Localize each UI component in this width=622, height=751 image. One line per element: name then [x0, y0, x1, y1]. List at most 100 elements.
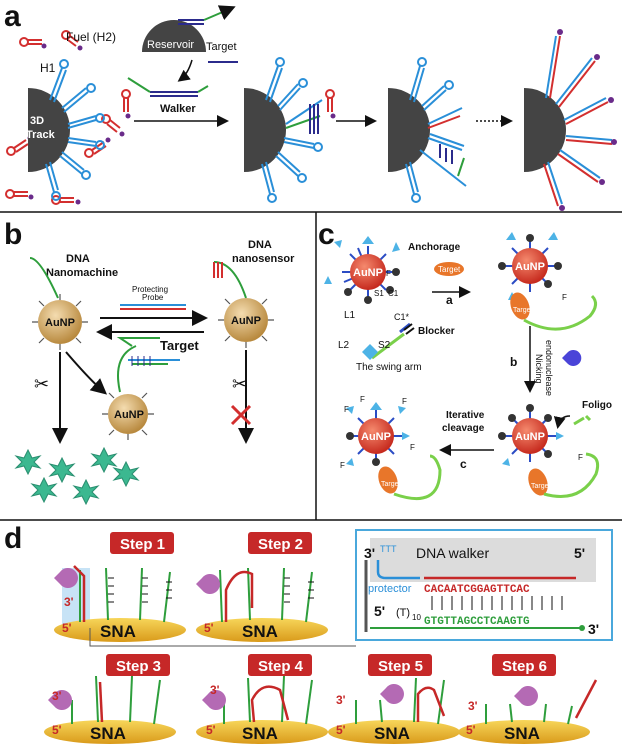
nanomachine-label-2: Nanomachine: [46, 267, 118, 279]
inset-5: 5': [574, 545, 585, 561]
anchorage-label: Anchorage: [408, 242, 461, 253]
h1-hairpins: [45, 59, 105, 201]
step-3: Step 3: [116, 658, 161, 675]
prime5-step6: 5': [466, 723, 476, 737]
l1-label: L1: [344, 310, 356, 321]
iterative-label-1: Iterative: [446, 410, 485, 421]
blocker-label: Blocker: [418, 326, 455, 337]
inset: DNA walker 3' 5' TTT protector CACAATCGG…: [89, 529, 613, 647]
nanosensor-label-1: DNA: [248, 239, 272, 251]
target-label-a: Target: [206, 41, 237, 53]
sna-step6: SNA 3' 5': [458, 679, 598, 744]
sna-4: SNA: [242, 724, 278, 743]
reservoir-label: Reservoir: [147, 39, 194, 51]
f-free-5: F: [410, 443, 415, 452]
panel-b: b DNA Nanomachine AuNP Protecting Probe …: [4, 218, 295, 506]
sna-1: SNA: [100, 622, 136, 641]
reservoir-shape: [142, 20, 206, 52]
step-4: Step 4: [258, 658, 304, 675]
aunp-b1-label: AuNP: [45, 317, 75, 329]
scissors-icon-1: ✂: [34, 374, 49, 394]
track-label-2: Track: [26, 129, 56, 141]
foligo-label: Foligo: [582, 400, 612, 411]
target-tag-c2: Target: [513, 307, 533, 314]
aunp-b1: [38, 300, 82, 344]
prime3-step6: 3': [468, 699, 478, 713]
sna-step3: SNA 3' 5': [44, 675, 176, 744]
protector-label: protector: [368, 583, 412, 595]
aunp-c2: AuNP Target F: [498, 232, 597, 331]
step-badges: Step 1 Step 2 Step 3 Step 4 Step 5 Step …: [106, 532, 556, 676]
sna-6: SNA: [504, 724, 540, 743]
f-label-c2: F: [562, 293, 567, 302]
aunp-c4-label: AuNP: [361, 431, 391, 443]
t-loop-label: TTT: [380, 544, 397, 554]
f-label-c3: F: [578, 453, 583, 462]
prime5-step4: 5': [206, 723, 216, 737]
sna-step5: SNA 3' 5': [328, 677, 460, 744]
step-5: Step 5: [378, 658, 423, 675]
aunp-c4: AuNP Target: [346, 402, 442, 500]
step-6: Step 6: [502, 658, 547, 675]
panel-c-label: c: [318, 218, 335, 251]
panel-a-label: a: [4, 0, 21, 33]
step-c-label: c: [460, 457, 467, 471]
walker-seq: CACAATCGGAGTTCAC: [424, 584, 530, 596]
sna-3: SNA: [90, 724, 126, 743]
scissors-icon-2: ✂: [232, 374, 247, 394]
aunp-c3: AuNP Target F: [498, 404, 600, 498]
step-b-label: b: [510, 355, 517, 369]
c1star-label: C1*: [394, 312, 410, 322]
inset-3: 3': [364, 545, 375, 561]
l2-label: L2: [338, 340, 350, 351]
aunp-b2-label: AuNP: [231, 315, 261, 327]
nicking-label-2: endonuclease: [544, 340, 554, 396]
s2-label: S2: [378, 340, 391, 351]
fuel-hairpins: [5, 30, 336, 205]
prime5-step5: 5': [336, 723, 346, 737]
target-tag-c3: Target: [531, 483, 551, 490]
aunp-c1: AuNP: [324, 236, 400, 304]
panel-d: d Step 1 Step 2 Step 3 Step 4 Step 5 Ste…: [4, 522, 613, 744]
swing-arm-label: The swing arm: [356, 362, 422, 373]
panel-c: c AuNP Anchorage F S1 C1 L1 Target a C1*…: [318, 218, 612, 500]
iterative-label-2: cleavage: [442, 423, 485, 434]
track-1: [28, 88, 70, 172]
cleaved-fragments: [14, 446, 140, 506]
f-free-4: F: [340, 461, 345, 470]
inset-5b: 5': [374, 603, 385, 619]
sna-2: SNA: [242, 622, 278, 641]
prime3-step1: 3': [64, 595, 74, 609]
t10-sub: 10: [412, 613, 421, 622]
prime3-step5: 3': [336, 693, 346, 707]
step-2: Step 2: [258, 536, 303, 553]
probe-label-2: Probe: [142, 293, 164, 302]
step-a-label: a: [446, 293, 453, 307]
panel-b-label: b: [4, 218, 22, 251]
aunp-b3-label: AuNP: [114, 409, 144, 421]
nanosensor-label-2: nanosensor: [232, 253, 295, 265]
c1-label: C1: [388, 289, 399, 298]
track-label-1: 3D: [30, 115, 44, 127]
s1-label: S1: [374, 289, 384, 298]
strand-seq: GTGTTAGCCTCAAGTG: [424, 616, 530, 628]
walker-label: Walker: [160, 103, 196, 115]
target-label-c: Target: [438, 265, 461, 274]
aunp-c3-label: AuNP: [515, 431, 545, 443]
f-label-c1: F: [386, 269, 391, 278]
t10-label: (T): [396, 607, 410, 619]
aunp-c1-label: AuNP: [353, 267, 383, 279]
prime5-step2: 5': [204, 621, 214, 635]
sna-step1: SNA 3' 5': [54, 565, 186, 642]
f-free-1: F: [344, 405, 349, 414]
step-1: Step 1: [120, 536, 165, 553]
panel-d-label: d: [4, 522, 22, 555]
sna-5: SNA: [374, 724, 410, 743]
nicking-label-1: Nicking: [534, 354, 544, 384]
aunp-c2-label: AuNP: [515, 261, 545, 273]
probe-label-1: Protecting: [132, 285, 168, 294]
prime5-step1: 5': [62, 621, 72, 635]
h1-label: H1: [40, 61, 56, 75]
prime5-step3: 5': [52, 723, 62, 737]
